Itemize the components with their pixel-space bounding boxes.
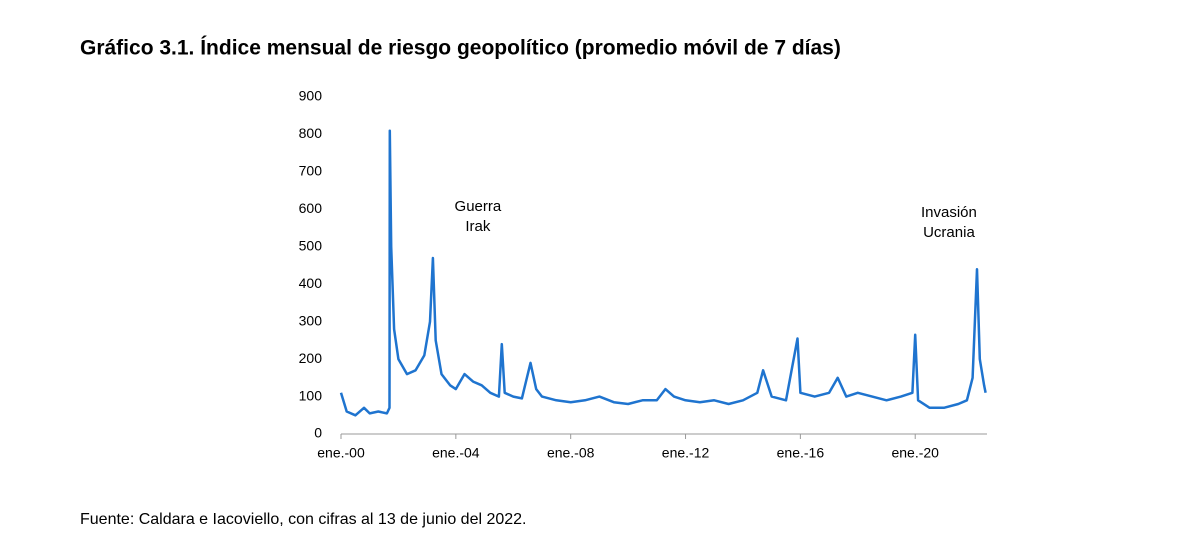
y-tick-label: 300 — [299, 312, 323, 328]
y-tick-label: 800 — [299, 125, 323, 141]
source-note: Fuente: Caldara e Iacoviello, con cifras… — [80, 511, 527, 528]
y-tick-label: 500 — [299, 237, 323, 253]
x-tick-label: ene.-00 — [317, 445, 365, 461]
annotation: Irak — [465, 218, 491, 235]
x-tick-label: ene.-08 — [547, 445, 595, 461]
y-tick-label: 600 — [299, 200, 323, 216]
x-tick-label: ene.-12 — [662, 445, 710, 461]
annotation: Invasión — [921, 204, 977, 221]
data-line — [339, 129, 987, 417]
x-tick-label: ene.-04 — [432, 445, 480, 461]
y-tick-label: 100 — [299, 387, 323, 403]
y-tick-label: 900 — [299, 88, 323, 104]
annotation: Ucrania — [923, 224, 975, 241]
y-tick-label: 0 — [314, 425, 322, 441]
y-tick-label: 700 — [299, 163, 323, 179]
x-tick-label: ene.-16 — [777, 445, 825, 461]
y-tick-label: 400 — [299, 275, 323, 291]
annotation: Guerra — [455, 198, 502, 215]
chart-title: Gráfico 3.1. Índice mensual de riesgo ge… — [80, 37, 841, 60]
x-tick-label: ene.-20 — [891, 445, 939, 461]
y-tick-label: 200 — [299, 350, 323, 366]
